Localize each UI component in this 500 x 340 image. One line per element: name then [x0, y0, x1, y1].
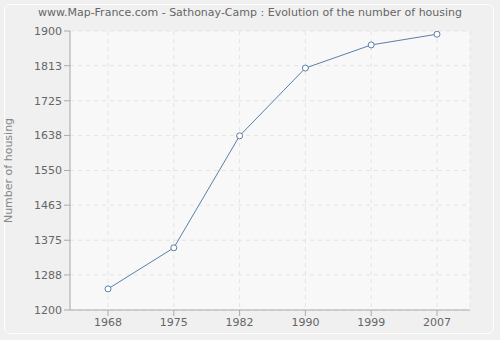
svg-text:1813: 1813	[34, 60, 62, 73]
svg-text:1982: 1982	[226, 316, 254, 329]
svg-text:1975: 1975	[160, 316, 188, 329]
svg-text:1999: 1999	[357, 316, 385, 329]
svg-text:1968: 1968	[94, 316, 122, 329]
svg-text:1900: 1900	[34, 25, 62, 38]
svg-text:1638: 1638	[34, 129, 62, 142]
svg-text:Number of housing: Number of housing	[8, 118, 15, 223]
svg-text:1200: 1200	[34, 304, 62, 317]
svg-text:1990: 1990	[291, 316, 319, 329]
svg-text:2007: 2007	[423, 316, 451, 329]
svg-text:1725: 1725	[34, 95, 62, 108]
svg-text:1550: 1550	[34, 164, 62, 177]
svg-text:1463: 1463	[34, 199, 62, 212]
svg-text:1375: 1375	[34, 234, 62, 247]
html-text:www.Map-France.com - Sathonay-: www.Map-France.com - Sathonay-Camp : Evo…	[37, 6, 463, 19]
svg-text:1288: 1288	[34, 269, 62, 282]
